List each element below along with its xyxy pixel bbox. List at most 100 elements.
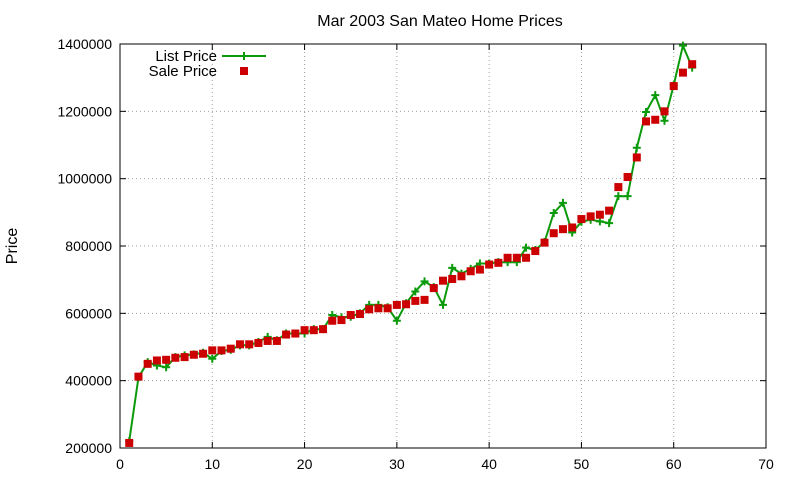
sale-price-point: [199, 349, 208, 358]
sale-price-point: [512, 253, 521, 262]
sale-price-point: [558, 225, 567, 234]
sale-price-point: [623, 172, 632, 181]
legend-marker-sale-price: [240, 67, 248, 75]
x-tick-label: 20: [297, 456, 313, 472]
legend-marker-list-price: [240, 52, 248, 60]
sale-price-point: [660, 107, 669, 116]
sale-price-point: [457, 272, 466, 281]
sale-price-point: [605, 206, 614, 215]
x-tick-label: 60: [666, 456, 682, 472]
sale-price-point: [300, 326, 309, 335]
sale-price-point: [374, 304, 383, 313]
sale-price-point: [411, 296, 420, 305]
sale-price-point: [272, 336, 281, 345]
sale-price-point: [402, 300, 411, 309]
legend-label-sale-price: Sale Price: [149, 63, 217, 80]
sale-price-point: [346, 311, 355, 320]
list-price-point: [642, 108, 651, 117]
sale-price-point: [429, 284, 438, 293]
sale-price-point: [485, 260, 494, 269]
list-price-point: [595, 217, 604, 226]
sale-price-point: [494, 258, 503, 267]
y-tick-label: 200000: [65, 440, 112, 456]
grid-lines: [120, 44, 766, 448]
list-price-point: [448, 263, 457, 272]
sale-price-point: [540, 238, 549, 247]
sale-price-point: [291, 329, 300, 338]
x-tick-label: 40: [481, 456, 497, 472]
sale-price-point: [614, 183, 623, 192]
sale-price-point: [162, 355, 171, 364]
list-price-point: [162, 363, 171, 372]
sale-price-point: [355, 310, 364, 319]
sale-price-point: [365, 305, 374, 314]
y-tick-label: 600000: [65, 305, 112, 321]
x-tick-label: 70: [758, 456, 774, 472]
sale-price-point: [245, 340, 254, 349]
sale-price-point: [439, 276, 447, 285]
sale-price-point: [503, 253, 512, 262]
axis-ticks: 0 10 20 30 40 50 60 70 200000 400000 600000 800000 1…: [57, 36, 774, 472]
sale-price-point: [568, 223, 577, 232]
list-price-point: [605, 219, 614, 228]
sale-price-point: [282, 330, 291, 339]
sale-price-point: [319, 325, 328, 334]
sale-price-point: [328, 316, 337, 325]
sale-price-point: [577, 215, 586, 224]
list-price-point: [660, 116, 669, 125]
sale-price-point: [254, 338, 263, 347]
y-tick-label: 1400000: [57, 36, 112, 52]
y-tick-label: 1200000: [57, 103, 112, 119]
sale-price-point: [143, 359, 152, 368]
sale-price-point: [632, 153, 641, 162]
sale-price-point: [669, 82, 678, 91]
sale-price-point: [134, 372, 143, 381]
list-price-point: [651, 91, 660, 100]
x-tick-label: 50: [574, 456, 590, 472]
list-price-point: [623, 192, 632, 201]
sale-price-point: [217, 346, 226, 355]
list-price-point: [439, 300, 447, 309]
y-tick-label: 800000: [65, 238, 112, 254]
y-tick-label: 400000: [65, 373, 112, 389]
sale-price-point: [263, 336, 272, 345]
sale-price-point: [226, 344, 235, 353]
chart-title: Mar 2003 San Mateo Home Prices: [317, 13, 562, 30]
sale-price-point: [531, 247, 540, 256]
list-price-point: [411, 287, 420, 296]
list-price-point: [208, 354, 217, 363]
sale-price-point: [466, 267, 475, 276]
y-tick-label: 1000000: [57, 171, 112, 187]
list-price-line: [128, 44, 694, 442]
legend: List Price Sale Price: [149, 48, 266, 80]
sale-price-point: [337, 316, 346, 325]
sale-price-point: [208, 346, 217, 355]
sale-price-point: [586, 212, 595, 221]
list-price-point: [558, 198, 567, 207]
sale-price-point: [309, 326, 318, 335]
x-tick-label: 10: [204, 456, 220, 472]
sale-price-point: [180, 353, 189, 362]
sale-price-point: [448, 274, 457, 283]
sale-price-point: [152, 356, 161, 365]
sale-price-point: [642, 117, 651, 126]
list-price-point: [632, 143, 641, 152]
sale-price-point: [688, 60, 697, 69]
sale-price-point: [189, 350, 198, 359]
list-price-point: [522, 243, 531, 252]
sale-price-point: [549, 229, 558, 238]
sale-price-point: [171, 353, 180, 362]
list-price-point: [392, 316, 401, 325]
sale-price-point: [383, 304, 392, 313]
sale-price-point: [522, 253, 531, 262]
x-tick-label: 30: [389, 456, 405, 472]
sale-price-point: [392, 300, 401, 309]
sale-price-point: [651, 115, 660, 124]
sale-price-point: [475, 265, 484, 274]
list-price-point: [614, 192, 623, 201]
legend-label-list-price: List Price: [155, 48, 217, 65]
x-tick-label: 0: [116, 456, 124, 472]
list-price-point: [549, 209, 558, 218]
sale-price-point: [678, 68, 687, 77]
